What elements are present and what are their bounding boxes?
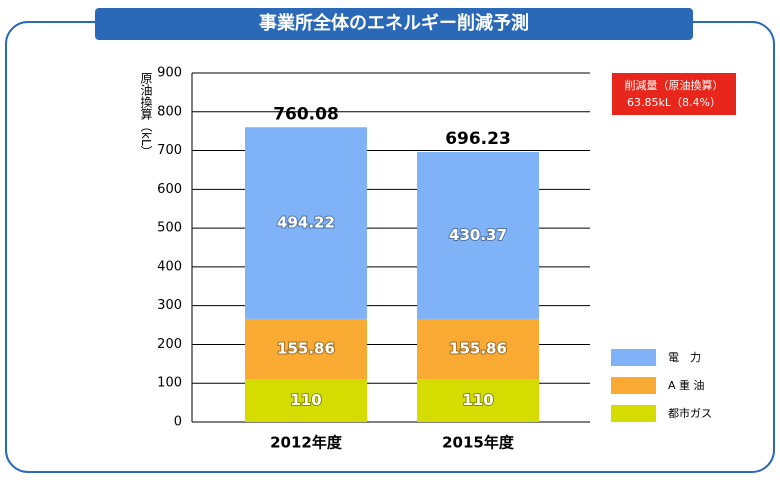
legend-swatch xyxy=(611,405,656,422)
annotation: 63.85kL（8.4%） xyxy=(627,96,721,109)
y-tick-label: 500 xyxy=(157,221,182,236)
value-label: 155.86 xyxy=(277,340,335,358)
total-label: 760.08 xyxy=(273,104,339,124)
y-tick-label: 200 xyxy=(157,337,182,352)
y-tick-label: 700 xyxy=(157,143,182,158)
value-label: 110 xyxy=(462,391,493,409)
annotation-box xyxy=(612,73,736,115)
chart-title: 事業所全体のエネルギー削減予測 xyxy=(259,12,529,34)
legend-swatch xyxy=(611,377,656,394)
legend-label: 都市ガス xyxy=(668,406,712,420)
bar-segment xyxy=(417,379,539,422)
bar-segment xyxy=(245,318,367,380)
x-tick-label: 2012年度 xyxy=(270,434,343,452)
value-label: 110 xyxy=(290,391,321,409)
y-tick-label: 100 xyxy=(157,376,182,391)
value-label: 155.86 xyxy=(449,340,507,358)
title-bar xyxy=(95,8,693,40)
y-tick-label: 900 xyxy=(157,66,182,81)
legend-label: A 重 油 xyxy=(668,378,705,392)
bar-segment xyxy=(245,379,367,422)
y-tick-label: 800 xyxy=(157,104,182,119)
x-tick-label: 2015年度 xyxy=(442,434,515,452)
total-label: 696.23 xyxy=(445,129,511,149)
y-tick-label: 300 xyxy=(157,298,182,313)
value-label: 430.37 xyxy=(449,226,507,244)
y-tick-label: 400 xyxy=(157,259,182,274)
y-axis-label: 原油換算（kL） xyxy=(139,72,153,158)
y-tick-label: 600 xyxy=(157,182,182,197)
bar-segment xyxy=(417,152,539,319)
bar-segment xyxy=(245,127,367,319)
legend-label: 電 力 xyxy=(668,351,701,364)
y-tick-label: 0 xyxy=(174,415,182,430)
annotation: 削減量（原油換算） xyxy=(625,78,724,92)
legend-swatch xyxy=(611,349,656,366)
value-label: 494.22 xyxy=(277,214,335,232)
bar-segment xyxy=(417,318,539,380)
